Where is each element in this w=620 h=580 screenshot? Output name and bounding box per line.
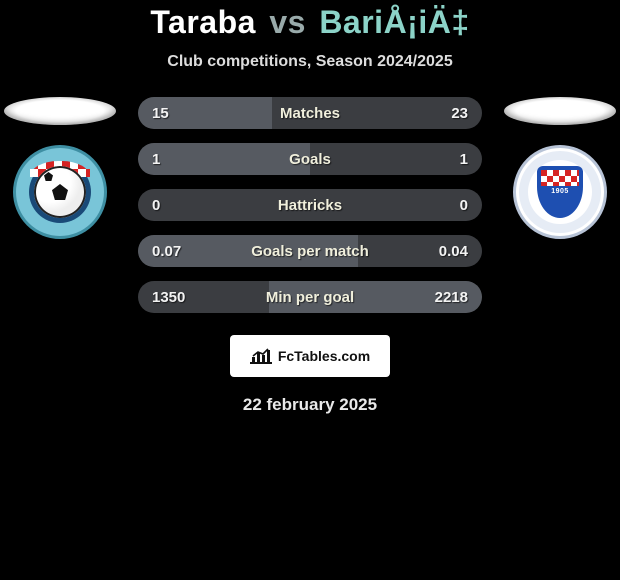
stat-label: Goals [138,151,482,168]
page-title: Taraba vs BariÅ¡iÄ‡ [0,4,620,41]
stat-label: Hattricks [138,197,482,214]
date-text: 22 february 2025 [0,395,620,415]
brand-text: FcTables.com [278,348,370,364]
subtitle: Club competitions, Season 2024/2025 [0,53,620,71]
stat-value-right: 23 [437,105,482,122]
stat-value-right: 2218 [421,289,482,306]
chart-icon [250,347,272,365]
brand-badge[interactable]: FcTables.com [230,335,390,377]
left-side [0,97,120,239]
comparison-card: Taraba vs BariÅ¡iÄ‡ Club competitions, S… [0,0,620,415]
stat-label: Matches [138,105,482,122]
player2-platform [504,97,616,125]
stat-row: 0.07Goals per match0.04 [138,235,482,267]
vs-text: vs [269,4,306,40]
stat-row: 1Goals1 [138,143,482,175]
stats-list: 15Matches23 1Goals1 0Hattricks0 0.07Goals p… [138,97,482,313]
stat-value-right: 0.04 [425,243,482,260]
content-area: 15Matches23 1Goals1 0Hattricks0 0.07Goals p… [0,97,620,313]
right-side: 1905 [500,97,620,239]
player1-platform [4,97,116,125]
team2-crest: 1905 [513,145,607,239]
stat-row: 0Hattricks0 [138,189,482,221]
stat-value-right: 1 [446,151,482,168]
player2-name: BariÅ¡iÄ‡ [319,4,469,40]
stat-row: 15Matches23 [138,97,482,129]
stat-row: 1350Min per goal2218 [138,281,482,313]
stat-value-right: 0 [446,197,482,214]
crest-year: 1905 [537,188,583,195]
team1-crest [13,145,107,239]
player1-name: Taraba [150,4,256,40]
